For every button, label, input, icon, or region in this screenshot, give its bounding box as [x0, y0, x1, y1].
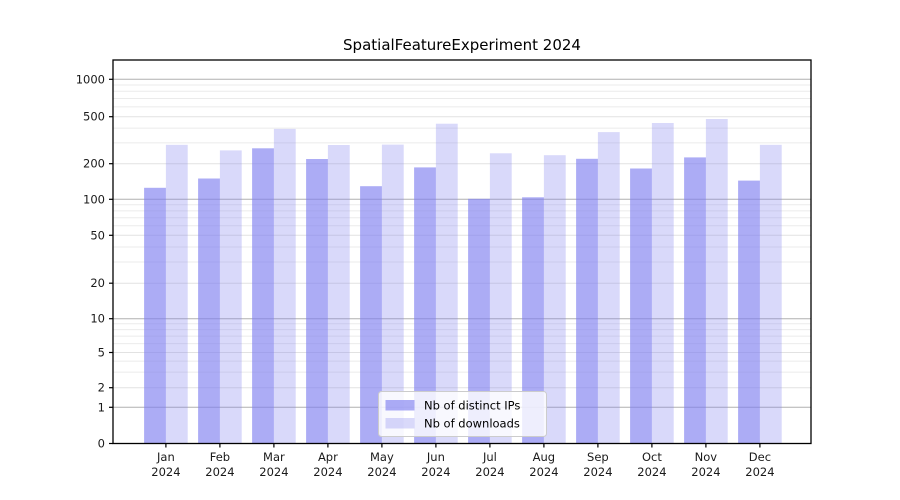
y-tick-label: 20 [90, 276, 105, 290]
x-tick-label-month: Aug [533, 450, 555, 464]
legend-label-downloads: Nb of downloads [424, 417, 520, 431]
x-tick-label-year: 2024 [151, 465, 180, 479]
legend-swatch-ips [385, 400, 415, 411]
chart-title: SpatialFeatureExperiment 2024 [343, 36, 581, 54]
x-tick-label-year: 2024 [745, 465, 774, 479]
bar-ips-dec [738, 180, 760, 444]
legend-swatch-downloads [385, 418, 415, 429]
x-tick-label-year: 2024 [259, 465, 288, 479]
x-tick-label-month: Jan [156, 450, 175, 464]
bar-downloads-sep [597, 132, 620, 444]
x-tick-label-month: Nov [695, 450, 718, 464]
x-tick-label-year: 2024 [367, 465, 396, 479]
legend-box [378, 391, 547, 437]
y-tick-label: 2 [98, 381, 105, 395]
bar-downloads-dec [759, 144, 782, 444]
plot-border [112, 59, 812, 445]
x-tick-label-month: Mar [263, 450, 285, 464]
legend-label-ips: Nb of distinct IPs [424, 399, 520, 413]
bar-ips-aug [522, 197, 544, 444]
bar-ips-jan [144, 187, 166, 444]
bar-downloads-jul [489, 153, 512, 444]
bar-downloads-aug [543, 155, 566, 444]
bar-downloads-mar [273, 128, 296, 444]
x-tick-label-month: May [370, 450, 394, 464]
bar-downloads-oct [651, 123, 674, 444]
x-tick-label-year: 2024 [475, 465, 504, 479]
x-tick-label-month: Jun [426, 450, 445, 464]
x-tick-label-month: Apr [318, 450, 338, 464]
bar-downloads-nov [705, 119, 728, 444]
x-tick-label-year: 2024 [529, 465, 558, 479]
y-tick-label: 0 [98, 437, 105, 451]
y-tick-label: 50 [90, 228, 105, 242]
bar-downloads-may [381, 144, 404, 444]
bar-ips-jul [468, 198, 490, 444]
bar-ips-jun [414, 167, 436, 444]
y-tick-label: 10 [90, 312, 105, 326]
bar-ips-oct [630, 168, 652, 444]
x-tick-label-month: Jul [482, 450, 497, 464]
y-tick-label: 1000 [76, 72, 105, 86]
bar-downloads-apr [327, 145, 350, 444]
x-tick-label-month: Sep [587, 450, 609, 464]
x-tick-label-year: 2024 [637, 465, 666, 479]
y-tick-label: 200 [83, 157, 105, 171]
bar-downloads-jun [435, 123, 458, 444]
x-tick-label-year: 2024 [691, 465, 720, 479]
x-tick-label-month: Oct [642, 450, 662, 464]
bar-ips-nov [684, 157, 706, 444]
x-tick-label-year: 2024 [583, 465, 612, 479]
bar-ips-sep [576, 158, 598, 444]
x-tick-label-month: Feb [210, 450, 230, 464]
y-tick-label: 1 [98, 400, 105, 414]
bar-ips-apr [306, 159, 328, 444]
x-tick-label-year: 2024 [205, 465, 234, 479]
y-tick-label: 100 [83, 192, 105, 206]
x-tick-label-month: Dec [749, 450, 771, 464]
bar-ips-feb [198, 178, 220, 444]
bar-ips-may [360, 186, 382, 444]
y-tick-label: 5 [98, 346, 105, 360]
x-tick-label-year: 2024 [421, 465, 450, 479]
bar-ips-mar [252, 148, 274, 444]
bar-downloads-jan [165, 144, 188, 444]
y-tick-label: 500 [83, 110, 105, 124]
x-tick-label-year: 2024 [313, 465, 342, 479]
bar-downloads-feb [219, 150, 242, 444]
